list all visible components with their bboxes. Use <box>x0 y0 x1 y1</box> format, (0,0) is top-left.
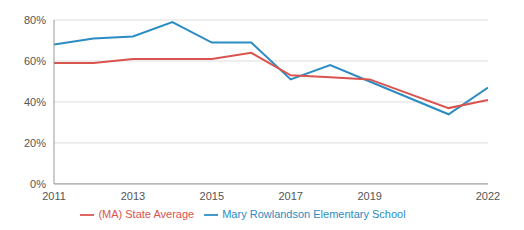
svg-text:0%: 0% <box>30 178 46 190</box>
svg-text:60%: 60% <box>24 55 46 67</box>
svg-text:2013: 2013 <box>121 190 145 202</box>
svg-text:2011: 2011 <box>42 190 66 202</box>
svg-text:80%: 80% <box>24 14 46 26</box>
svg-text:2017: 2017 <box>278 190 302 202</box>
svg-text:20%: 20% <box>24 137 46 149</box>
html-text:(MA) State Average: (MA) State Average <box>98 207 195 220</box>
svg-text:40%: 40% <box>24 96 46 108</box>
html-text:Mary Rowlandson Elementary Sch: Mary Rowlandson Elementary School <box>222 207 406 220</box>
svg-text:2019: 2019 <box>357 190 381 202</box>
svg-text:2015: 2015 <box>200 190 224 202</box>
svg-text:2022: 2022 <box>476 190 500 202</box>
